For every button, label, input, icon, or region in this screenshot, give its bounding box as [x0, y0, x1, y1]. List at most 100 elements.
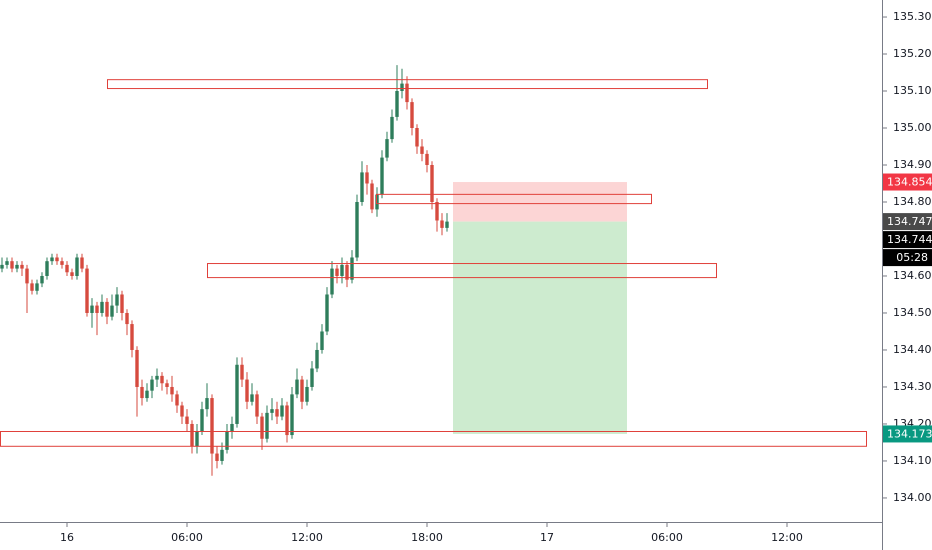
candle-body — [120, 294, 124, 313]
candle-body — [305, 386, 309, 402]
stop-zone — [453, 182, 627, 222]
candle-body — [190, 423, 194, 447]
candle-body — [225, 431, 229, 450]
candle-body — [20, 264, 24, 269]
candle-body — [165, 383, 169, 387]
candle-body — [310, 368, 314, 387]
price-label-box — [883, 213, 932, 231]
x-tick-label: 12:00 — [771, 531, 803, 544]
candle-body — [15, 264, 19, 269]
candle-body — [415, 128, 419, 147]
candle-body — [125, 312, 129, 325]
candle-body — [295, 379, 299, 395]
candle-body — [370, 183, 374, 210]
x-tick-label: 06:00 — [651, 531, 683, 544]
candle-body — [210, 398, 214, 454]
candle-body — [285, 405, 289, 436]
candle-body — [435, 201, 439, 221]
countdown-box — [883, 249, 932, 267]
y-tick-label: 134.600 — [893, 269, 932, 282]
candle-body — [345, 264, 349, 280]
candle-body — [50, 257, 54, 262]
candle-body — [150, 379, 154, 391]
candle-body — [250, 394, 254, 402]
price-label-box — [883, 231, 932, 249]
candle-body — [45, 261, 49, 276]
y-tick-label: 135.000 — [893, 121, 932, 134]
countdown: 05:28 — [896, 251, 928, 264]
candle-body — [410, 102, 414, 129]
candle-body — [60, 261, 64, 265]
price-label-box — [883, 425, 932, 443]
candle-body — [330, 268, 334, 295]
candle-body — [365, 172, 369, 184]
candle-body — [130, 324, 134, 350]
price-label: 134.747 — [887, 215, 932, 228]
candle-body — [230, 423, 234, 432]
target-zone — [453, 221, 627, 434]
candle-body — [145, 390, 149, 399]
candle-body — [240, 364, 244, 380]
candle-body — [35, 283, 39, 291]
candle-body — [385, 139, 389, 158]
candle-body — [320, 331, 324, 350]
candle-body — [95, 305, 99, 313]
candle-body — [315, 349, 319, 369]
candle-body — [70, 272, 74, 276]
candle-body — [445, 221, 449, 228]
candle-body — [40, 275, 44, 284]
candle-body — [160, 375, 164, 384]
candle-body — [0, 264, 4, 269]
price-label: 134.173 — [887, 427, 932, 440]
y-tick-label: 135.300 — [893, 10, 932, 23]
x-tick-label: 16 — [60, 531, 74, 544]
zone — [376, 193, 652, 205]
candle-body — [170, 386, 174, 395]
price-label: 134.854 — [887, 176, 932, 189]
price-label-box — [883, 173, 932, 191]
axes: 135.300 135.200 135.100 135.000 134.900 134.8… — [60, 10, 932, 544]
candle-body — [110, 305, 114, 317]
zone — [107, 79, 708, 90]
x-tick-label: 06:00 — [171, 531, 203, 544]
candle-body — [30, 283, 34, 291]
candle-body — [400, 83, 404, 92]
candle-body — [260, 416, 264, 439]
candle-body — [180, 405, 184, 417]
x-tick-label: 17 — [540, 531, 554, 544]
zone — [0, 430, 867, 447]
candle-body — [105, 301, 109, 317]
candle-body — [360, 172, 364, 202]
x-tick-label: 12:00 — [291, 531, 323, 544]
candle-body — [5, 261, 9, 265]
candle-body — [65, 264, 69, 273]
candle-body — [355, 201, 359, 258]
candle-body — [140, 386, 144, 399]
candle-body — [265, 412, 269, 439]
y-tick-label: 134.800 — [893, 195, 932, 208]
candle-body — [195, 431, 199, 447]
candle-body — [175, 394, 179, 406]
y-tick-label: 134.100 — [893, 454, 932, 467]
price-label: 134.744 — [887, 233, 932, 246]
candle-body — [275, 409, 279, 417]
candle-body — [270, 409, 274, 413]
candle-body — [185, 416, 189, 424]
candle-body — [220, 449, 224, 461]
y-tick-label: 134.500 — [893, 306, 932, 319]
candle-body — [390, 116, 394, 140]
candle-body — [300, 379, 304, 402]
candle-body — [255, 394, 259, 417]
candle-body — [380, 157, 384, 195]
candle-body — [340, 264, 344, 276]
y-tick-label: 134.000 — [893, 491, 932, 504]
candle-body — [440, 220, 444, 228]
candle-body — [430, 164, 434, 202]
candle-body — [100, 301, 104, 313]
y-tick-label: 134.900 — [893, 158, 932, 171]
candle-body — [405, 83, 409, 103]
candle-body — [90, 305, 94, 313]
candle-body — [395, 91, 399, 117]
candle-body — [75, 257, 79, 276]
